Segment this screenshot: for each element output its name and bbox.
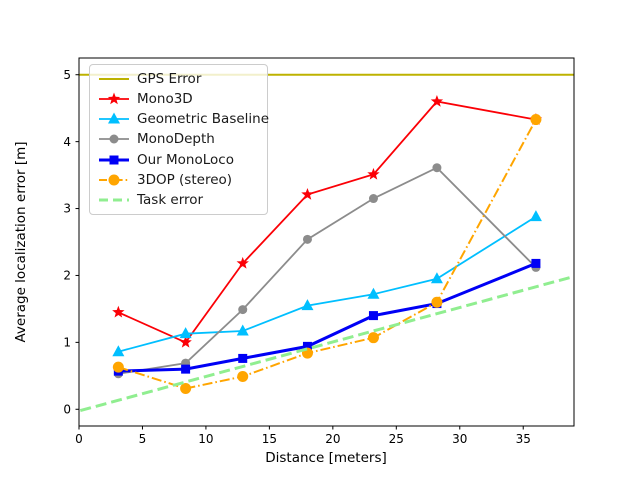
marker-square [531, 258, 541, 268]
x-tick-label: 20 [325, 432, 340, 446]
x-tick-label: 10 [198, 432, 213, 446]
series-line [118, 262, 537, 373]
y-tick-label: 0 [63, 402, 71, 416]
legend-item-mono3d: Mono3D [98, 89, 259, 109]
legend-item-3dop-stereo-: 3DOP (stereo) [98, 170, 259, 190]
marker-square [368, 311, 378, 321]
series-line [79, 275, 574, 413]
x-tick-label: 25 [389, 432, 404, 446]
marker-star [179, 335, 192, 348]
legend-swatch-line-icon [99, 198, 129, 202]
marker-circle [237, 370, 249, 382]
legend-item-geometric-baseline: Geometric Baseline [98, 109, 269, 129]
legend-label: Mono3D [137, 91, 193, 108]
marker-star [301, 187, 314, 200]
legend-swatch-line-icon [99, 78, 129, 80]
marker-star [112, 305, 125, 318]
legend-label: 3DOP (stereo) [137, 171, 233, 188]
y-tick-label: 4 [63, 135, 71, 149]
marker-circle [112, 361, 124, 373]
marker-circle [108, 174, 120, 186]
series-our-monoloco [113, 258, 541, 376]
marker-circle [431, 296, 443, 308]
marker-circle [368, 194, 378, 204]
y-tick-label: 3 [63, 202, 71, 216]
marker-circle [530, 114, 542, 126]
marker-triangle [179, 327, 192, 339]
legend-item-monodepth: MonoDepth [98, 129, 259, 149]
marker-triangle [367, 287, 380, 299]
legend-swatch-star-icon [99, 92, 129, 105]
plot-axes-layer: 0 5 10 15 20 25 30 35 0 1 2 3 4 5 [63, 57, 575, 446]
marker-square [109, 155, 119, 165]
marker-triangle [301, 299, 314, 311]
marker-triangle [108, 112, 120, 124]
y-tick-label: 5 [63, 68, 71, 82]
marker-circle [367, 332, 379, 344]
legend-item-gps-error: GPS Error [98, 69, 259, 89]
marker-circle [432, 163, 442, 173]
plot-border [78, 57, 575, 427]
series-3dop-stereo- [112, 114, 542, 395]
legend-label: MonoDepth [137, 131, 215, 148]
legend-item-our-monoloco: Our MonoLoco [98, 150, 259, 170]
marker-star [107, 92, 121, 105]
marker-star [236, 256, 249, 269]
marker-star [367, 167, 380, 180]
y-tick-label: 2 [63, 269, 71, 283]
marker-circle [180, 383, 192, 395]
legend-swatch-square-icon [99, 155, 129, 165]
series-task-error [79, 275, 574, 413]
marker-circle [109, 134, 119, 144]
marker-circle [302, 234, 312, 244]
plot-series-layer [79, 73, 574, 413]
x-tick-label: 15 [262, 432, 277, 446]
x-tick-label: 30 [452, 432, 467, 446]
x-axis-label: Distance [meters] [265, 450, 387, 466]
marker-triangle [112, 345, 125, 357]
x-tick-label: 35 [516, 432, 531, 446]
x-tick-label: 5 [139, 432, 147, 446]
series-geometric-baseline [112, 210, 542, 357]
y-tick-label: 1 [63, 336, 71, 350]
marker-triangle [430, 272, 443, 284]
y-axis-label: Average localization error [m] [13, 141, 29, 342]
legend-swatch-triangle-icon [99, 112, 129, 124]
marker-square [302, 341, 312, 351]
legend-label: Our MonoLoco [137, 151, 234, 168]
legend-label: Geometric Baseline [137, 111, 270, 128]
marker-circle [238, 305, 248, 315]
legend-swatch-circle-icon [99, 174, 129, 186]
legend-label: GPS Error [137, 71, 202, 87]
marker-square [238, 353, 248, 363]
marker-square [181, 364, 191, 374]
legend: GPS Error Mono3D Geometric Baseline MonoDep… [89, 64, 269, 215]
marker-star [430, 94, 444, 107]
marker-triangle [529, 210, 542, 222]
marker-triangle [236, 324, 249, 336]
legend-label: Task error [137, 191, 204, 208]
legend-item-task-error: Task error [98, 190, 259, 210]
legend-swatch-circle-icon [99, 134, 129, 144]
x-tick-label: 0 [75, 432, 83, 446]
